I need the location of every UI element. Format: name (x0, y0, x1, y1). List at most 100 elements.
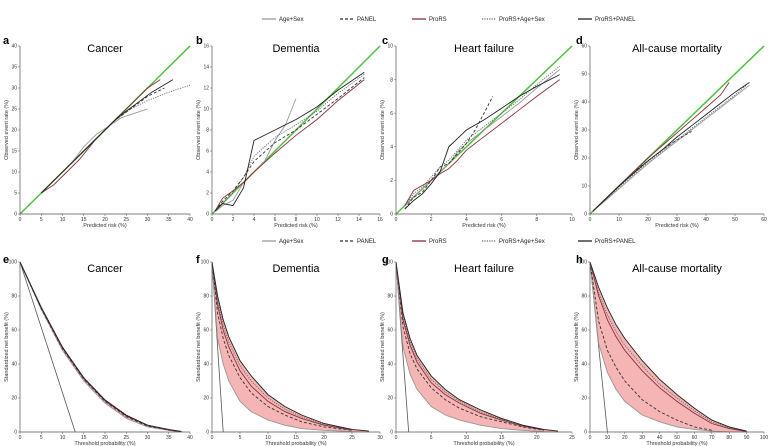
x-tick-label: 0 (211, 435, 214, 441)
y-tick-label: 80 (11, 294, 17, 300)
panel-title: Cancer (87, 43, 123, 55)
series-line (40, 79, 174, 194)
y-tick-label: 80 (387, 294, 393, 300)
legend-label: Age+Sex (279, 239, 304, 245)
y-tick-label: 0 (584, 430, 587, 436)
x-axis-label: Predicted risk (%) (274, 223, 318, 229)
y-tick-label: 100 (385, 260, 394, 266)
y-tick-label: 6 (206, 149, 209, 155)
x-tick-label: 100 (760, 435, 769, 441)
panel-letter: d (576, 35, 583, 47)
y-axis-label: Standardized net benefit (%) (196, 312, 202, 382)
x-tick-label: 35 (166, 217, 172, 223)
panel-letter: a (3, 35, 10, 47)
y-tick-label: 15 (11, 149, 17, 155)
y-axis-label: Standardized net benefit (%) (4, 312, 10, 382)
y-tick-label: 30 (11, 86, 17, 92)
panel-letter: g (382, 254, 389, 266)
series-line (404, 79, 560, 206)
legend-label: ProRS (429, 239, 447, 245)
y-tick-label: 8 (206, 128, 209, 134)
x-tick-label: 10 (464, 435, 470, 441)
legend-label: ProRS+PANEL (595, 17, 636, 23)
x-tick-label: 5 (239, 435, 242, 441)
panel-letter: f (196, 254, 200, 266)
x-tick-label: 0 (589, 435, 592, 441)
panel-letter: c (382, 35, 388, 47)
x-tick-label: 50 (674, 435, 680, 441)
y-tick-label: 10 (581, 184, 587, 190)
x-tick-label: 25 (569, 435, 575, 441)
panel-h: h All-cause mortality 0 10 20 30 40 50 60 70 80 90 1… (574, 254, 768, 446)
panel-letter: b (196, 35, 203, 47)
y-tick-label: 0 (390, 212, 393, 218)
x-tick-label: 4 (465, 217, 468, 223)
x-tick-label: 80 (726, 435, 732, 441)
panel-title: All-cause mortality (632, 43, 722, 55)
series-line (20, 262, 182, 432)
legend-item: Age+Sex (262, 239, 304, 245)
y-tick-label: 100 (201, 260, 210, 266)
x-axis-label: Predicted risk (%) (83, 223, 127, 229)
series-line (590, 262, 747, 432)
x-tick-label: 20 (321, 435, 327, 441)
series-line (590, 262, 747, 432)
net-benefit-band (20, 262, 182, 432)
legend-item: PANEL (340, 17, 377, 23)
x-tick-label: 0 (211, 217, 214, 223)
net-benefit-band (212, 262, 370, 432)
series-line (20, 262, 182, 432)
x-tick-label: 20 (645, 217, 651, 223)
x-tick-label: 10 (314, 217, 320, 223)
series-line (214, 71, 365, 212)
x-tick-label: 20 (534, 435, 540, 441)
x-tick-label: 90 (744, 435, 750, 441)
series-line (592, 131, 692, 212)
series-line (404, 65, 560, 206)
y-tick-label: 40 (11, 362, 17, 368)
y-tick-label: 0 (206, 212, 209, 218)
x-tick-label: 30 (639, 435, 645, 441)
series-line (592, 82, 750, 212)
series-line (214, 79, 365, 212)
x-tick-label: 0 (589, 217, 592, 223)
y-tick-label: 20 (387, 396, 393, 402)
x-tick-label: 30 (145, 217, 151, 223)
y-tick-label: 80 (581, 294, 587, 300)
net-benefit-band (590, 262, 747, 432)
y-tick-label: 2 (206, 191, 209, 197)
y-tick-label: 60 (581, 44, 587, 50)
x-tick-label: 20 (622, 435, 628, 441)
x-tick-label: 20 (102, 435, 108, 441)
series-line (404, 74, 560, 210)
y-tick-label: 20 (11, 396, 17, 402)
x-tick-label: 0 (395, 435, 398, 441)
x-tick-label: 8 (535, 217, 538, 223)
y-tick-label: 40 (11, 44, 17, 50)
series-line (212, 262, 353, 431)
y-tick-label: 8 (390, 77, 393, 83)
series-line (212, 262, 369, 432)
y-tick-label: 0 (14, 430, 17, 436)
x-tick-label: 2 (430, 217, 433, 223)
y-tick-label: 2 (390, 178, 393, 184)
series-line (396, 262, 544, 431)
legend-label: ProRS+Age+Sex (499, 17, 545, 23)
series-line (396, 262, 544, 431)
x-tick-label: 20 (102, 217, 108, 223)
x-tick-label: 40 (187, 217, 193, 223)
x-tick-label: 40 (703, 217, 709, 223)
y-tick-label: 16 (203, 44, 209, 50)
legend-label: Age+Sex (279, 17, 304, 23)
y-tick-label: 25 (11, 107, 17, 113)
x-tick-label: 15 (81, 435, 87, 441)
y-tick-label: 0 (206, 430, 209, 436)
y-tick-label: 0 (390, 430, 393, 436)
x-tick-label: 16 (377, 217, 383, 223)
panel-letter: h (576, 254, 583, 266)
x-tick-label: 10 (265, 435, 271, 441)
series-line (592, 84, 750, 212)
y-tick-label: 10 (11, 170, 17, 176)
x-tick-label: 10 (569, 217, 575, 223)
x-tick-label: 0 (19, 435, 22, 441)
